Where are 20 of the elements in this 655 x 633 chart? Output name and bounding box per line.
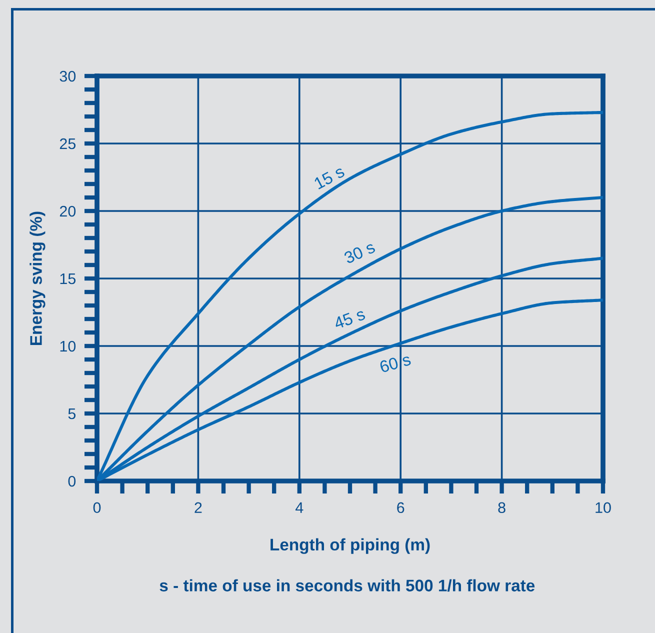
text: 15 s [314, 165, 346, 190]
y-tick-label: 25 [60, 138, 76, 150]
x-tick-label: 4 [296, 502, 304, 513]
y-tick-label: 20 [60, 206, 76, 217]
text: 30 s [343, 240, 376, 264]
x-tick-label: 6 [397, 502, 404, 514]
text: 45 s [333, 308, 366, 330]
text: 60 s [379, 353, 412, 373]
x-axis-title: Length of piping (m) [270, 538, 430, 554]
y-tick-label: 0 [68, 476, 76, 487]
x-tick-label: 0 [93, 502, 101, 514]
x-tick-label: 10 [596, 502, 611, 514]
x-tick-label: 2 [194, 502, 202, 513]
y-tick-label: 5 [68, 408, 76, 420]
text: s - time of use in seconds with 500 1/h flow rate [160, 579, 535, 592]
y-tick-label: 10 [60, 340, 76, 352]
y-tick-label: 30 [60, 70, 76, 82]
y-tick-label: 15 [60, 274, 76, 284]
y-axis-title: Energy sving (%) [30, 212, 46, 345]
x-tick-label: 8 [498, 502, 506, 514]
